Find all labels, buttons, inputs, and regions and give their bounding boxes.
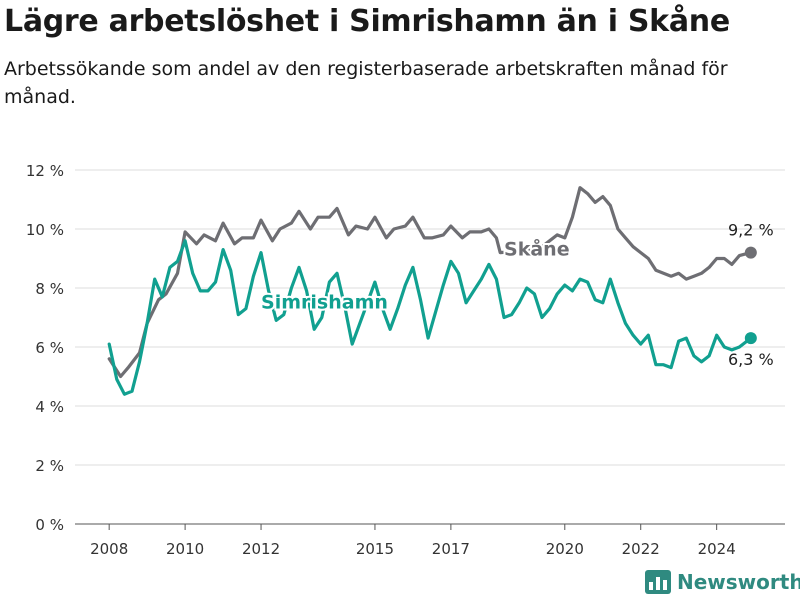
x-tick-label: 2020 (546, 540, 584, 558)
series-line-sk-ne (107, 186, 753, 379)
end-value-label: 9,2 % (728, 221, 774, 240)
series-label-simrishamn: Simrishamn (261, 292, 388, 314)
y-tick-label: 6 % (35, 339, 64, 357)
y-tick-label: 0 % (35, 516, 64, 534)
end-point-simrishamn (744, 332, 757, 345)
y-tick-label: 4 % (35, 398, 64, 416)
x-tick-label: 2017 (432, 540, 470, 558)
x-tick-label: 2015 (356, 540, 394, 558)
x-tick-label: 2008 (90, 540, 128, 558)
newsworthy-logo: Newsworthy (645, 570, 800, 594)
bar-chart-icon (645, 570, 671, 594)
series-label-skane: Skåne (504, 237, 570, 261)
end-point-sk-ne (744, 246, 757, 259)
x-tick-label: 2022 (622, 540, 660, 558)
y-tick-label: 12 % (26, 162, 64, 180)
brand-name: Newsworthy (677, 570, 800, 594)
y-tick-label: 8 % (35, 280, 64, 298)
x-tick-label: 2010 (166, 540, 204, 558)
chart-subtitle: Arbetssökande som andel av den registerb… (4, 58, 728, 108)
end-value-label: 6,3 % (728, 350, 774, 369)
x-tick-label: 2012 (242, 540, 280, 558)
series-line-simrishamn (107, 239, 753, 396)
y-tick-label: 2 % (35, 457, 64, 475)
chart-title: Lägre arbetslöshet i Simrishamn än i Skå… (4, 4, 730, 39)
x-tick-label: 2024 (698, 540, 736, 558)
y-tick-label: 10 % (26, 221, 64, 239)
